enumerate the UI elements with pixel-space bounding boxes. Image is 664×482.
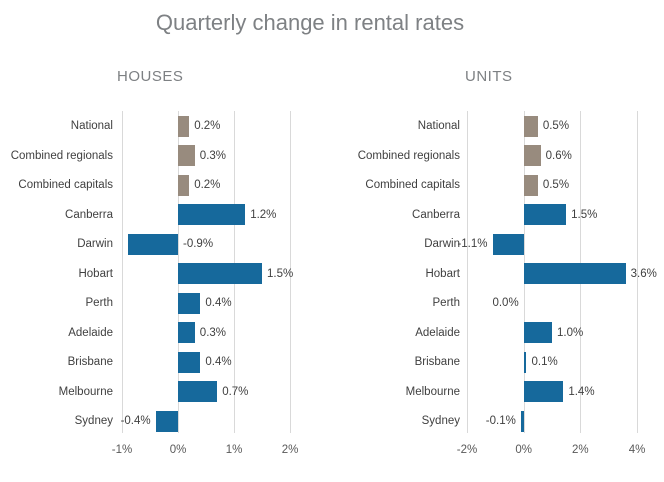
value-label-units-adelaide: 1.0% (557, 326, 584, 339)
bar-houses-melbourne (178, 381, 218, 402)
category-label-units-brisbane: Brisbane (414, 356, 460, 368)
gridline-units (637, 111, 638, 433)
bar-houses-hobart (178, 263, 262, 284)
category-label-houses-canberra: Canberra (65, 208, 113, 221)
value-label-units-hobart: 3.6% (630, 267, 657, 280)
value-label-units-combined-capitals: 0.5% (542, 179, 570, 191)
category-label-units-darwin: Darwin (424, 238, 460, 250)
value-label-houses-hobart: 1.5% (267, 267, 294, 280)
value-label-houses-canberra: 1.2% (250, 208, 277, 221)
bar-units-adelaide (523, 322, 552, 343)
value-label-units-national: 0.5% (542, 120, 570, 132)
value-label-houses-adelaide: 0.3% (199, 326, 227, 339)
category-label-houses-combined-capitals: Combined capitals (18, 179, 113, 191)
bar-houses-darwin (127, 233, 178, 255)
bar-houses-brisbane (178, 351, 201, 373)
page-title: Quarterly change in rental rates (155, 10, 465, 35)
category-label-houses-hobart: Hobart (78, 267, 113, 280)
category-label-houses-brisbane: Brisbane (67, 356, 113, 368)
x-tick-label-units: -2% (456, 444, 478, 456)
category-label-units-combined-capitals: Combined capitals (365, 179, 460, 191)
bar-units-national (523, 115, 538, 137)
value-label-houses-perth: 0.4% (205, 297, 232, 309)
value-label-units-brisbane: 0.1% (531, 356, 558, 368)
bar-houses-canberra (178, 204, 246, 225)
houses-chart-title: HOUSES (117, 68, 184, 85)
value-label-houses-sydney: -0.4% (120, 415, 151, 427)
bar-houses-sydney (155, 410, 178, 432)
category-label-houses-sydney: Sydney (74, 415, 113, 427)
bar-units-brisbane (523, 351, 527, 373)
category-label-houses-combined-regionals: Combined regionals (10, 149, 113, 162)
x-tick-label-units: 4% (628, 444, 646, 456)
bar-units-canberra (523, 204, 567, 225)
x-tick-label-houses: -1% (111, 444, 133, 456)
category-label-houses-darwin: Darwin (77, 238, 113, 250)
bar-units-hobart (523, 263, 626, 284)
category-label-units-combined-regionals: Combined regionals (357, 149, 460, 162)
value-label-houses-melbourne: 0.7% (222, 385, 249, 398)
value-label-units-combined-regionals: 0.6% (545, 149, 572, 162)
category-label-houses-national: National (70, 120, 113, 132)
category-label-houses-perth: Perth (85, 297, 114, 309)
value-label-units-canberra: 1.5% (571, 208, 598, 221)
value-label-houses-national: 0.2% (194, 120, 221, 132)
value-label-units-sydney: -0.1% (485, 415, 516, 427)
value-label-units-perth: 0.0% (492, 297, 519, 309)
bar-houses-combined-regionals (178, 145, 195, 166)
bar-houses-combined-capitals (178, 174, 190, 196)
gridline-houses (122, 111, 123, 433)
gridline-houses (290, 111, 291, 433)
category-label-units-perth: Perth (432, 297, 461, 309)
units-chart-title: UNITS (465, 68, 513, 85)
bar-houses-adelaide (178, 322, 195, 343)
category-label-units-canberra: Canberra (412, 208, 460, 221)
x-tick-label-houses: 0% (169, 444, 187, 456)
category-label-units-adelaide: Adelaide (415, 326, 460, 339)
bar-units-combined-capitals (523, 174, 538, 196)
bar-units-melbourne (523, 381, 564, 402)
category-label-houses-melbourne: Melbourne (58, 385, 113, 398)
bar-units-combined-regionals (523, 145, 541, 166)
value-label-houses-darwin: -0.9% (183, 238, 214, 250)
value-label-houses-combined-regionals: 0.3% (199, 149, 227, 162)
category-label-units-hobart: Hobart (425, 267, 460, 280)
x-tick-label-units: 0% (515, 444, 532, 456)
gridline-units (467, 111, 468, 433)
bar-units-darwin (492, 233, 524, 255)
value-label-houses-combined-capitals: 0.2% (194, 179, 221, 191)
category-label-units-sydney: Sydney (421, 415, 460, 427)
category-label-houses-adelaide: Adelaide (68, 326, 113, 339)
value-label-houses-brisbane: 0.4% (205, 356, 232, 368)
bar-houses-perth (178, 292, 201, 314)
category-label-units-national: National (417, 120, 460, 132)
value-label-units-melbourne: 1.4% (568, 385, 595, 398)
category-label-units-melbourne: Melbourne (405, 385, 460, 398)
value-label-units-darwin: -1.1% (457, 238, 488, 250)
x-tick-label-units: 2% (572, 444, 589, 456)
bar-houses-national (178, 115, 190, 137)
x-tick-label-houses: 1% (225, 444, 243, 456)
x-tick-label-houses: 2% (281, 444, 299, 456)
bar-units-sydney (520, 410, 524, 432)
